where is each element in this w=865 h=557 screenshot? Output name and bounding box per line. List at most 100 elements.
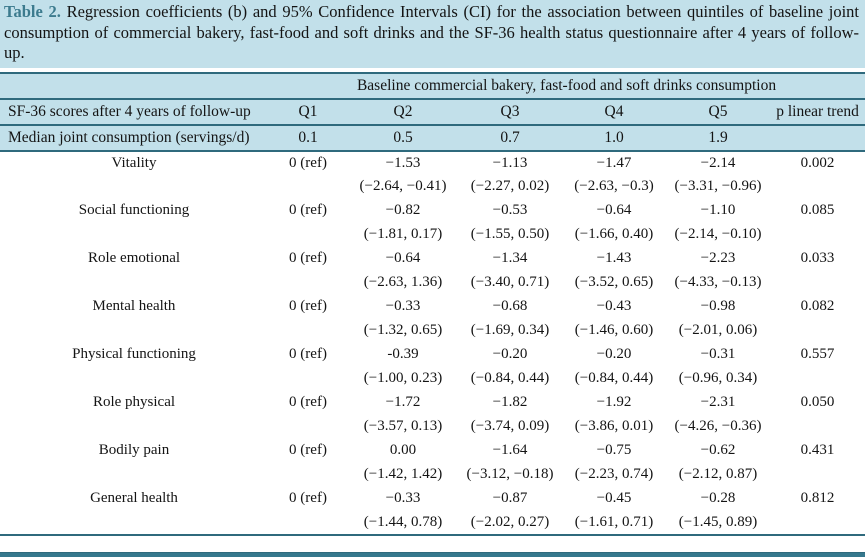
coefficient-cell: −1.72 [348, 390, 458, 415]
p-value-cell: 0.431 [770, 438, 865, 463]
ci-cell: (−2.02, 0.27) [458, 510, 562, 535]
q1-reference-cell: 0 (ref) [268, 246, 348, 271]
coefficient-cell: -0.39 [348, 342, 458, 367]
coefficient-cell: −0.82 [348, 198, 458, 223]
coefficient-cell: 0.00 [348, 438, 458, 463]
ci-cell: (−1.81, 0.17) [348, 222, 458, 247]
confidence-interval-row: (−2.63, 1.36) (−3.40, 0.71) (−3.52, 0.65)(… [0, 270, 865, 295]
ci-cell: (−1.32, 0.65) [348, 318, 458, 343]
coefficient-cell: −2.14 [666, 150, 770, 175]
coefficient-cell: −1.43 [562, 246, 666, 271]
coefficient-cell: −0.64 [562, 198, 666, 223]
confidence-interval-row: (−1.32, 0.65) (−1.69, 0.34) (−1.46, 0.60)(… [0, 318, 865, 343]
ci-cell: (−1.61, 0.71) [562, 510, 666, 535]
coefficient-row: Physical functioning 0 (ref) -0.39 −0.20 −0.… [0, 342, 865, 367]
confidence-interval-row: (−1.44, 0.78) (−2.02, 0.27) (−1.61, 0.71)(… [0, 510, 865, 535]
coefficient-row: Social functioning 0 (ref) −0.82 −0.53 −0.64… [0, 198, 865, 223]
bottom-accent-bar [0, 552, 865, 557]
q1-reference-cell: 0 (ref) [268, 294, 348, 319]
coefficient-row: Role physical 0 (ref) −1.72 −1.82 −1.92 −2.31… [0, 390, 865, 415]
ci-cell: (−3.31, −0.96) [666, 174, 770, 199]
group-header-row: Baseline commercial bakery, fast-food an… [0, 72, 865, 99]
ci-cell: (−1.42, 1.42) [348, 462, 458, 487]
ci-cell: (−3.40, 0.71) [458, 270, 562, 295]
ci-cell: (−3.57, 0.13) [348, 414, 458, 439]
empty-cell [770, 270, 865, 295]
coefficient-cell: −1.13 [458, 150, 562, 175]
coefficient-cell: −0.33 [348, 294, 458, 319]
col-header-p-linear-trend: p linear trend [770, 98, 865, 125]
empty-corner-cell [0, 72, 268, 99]
q1-reference-cell: 0 (ref) [268, 486, 348, 511]
empty-cell [0, 318, 268, 343]
ci-cell: (−1.46, 0.60) [562, 318, 666, 343]
median-q5: 1.9 [666, 124, 770, 151]
coefficient-cell: −0.53 [458, 198, 562, 223]
median-q2: 0.5 [348, 124, 458, 151]
coefficient-cell: −0.45 [562, 486, 666, 511]
scale-label: Mental health [0, 294, 268, 319]
ci-cell: (−1.44, 0.78) [348, 510, 458, 535]
table-caption: Table 2. Regression coefficients (b) and… [0, 0, 865, 68]
confidence-interval-row: (−1.81, 0.17) (−1.55, 0.50) (−1.66, 0.40)(… [0, 222, 865, 247]
confidence-interval-row: (−1.00, 0.23) (−0.84, 0.44) (−0.84, 0.44)(… [0, 366, 865, 391]
empty-cell [268, 366, 348, 391]
coefficient-cell: −1.34 [458, 246, 562, 271]
ci-cell: (−2.23, 0.74) [562, 462, 666, 487]
empty-cell [770, 510, 865, 535]
ci-cell: (−1.66, 0.40) [562, 222, 666, 247]
coefficient-cell: −1.53 [348, 150, 458, 175]
p-value-cell: 0.033 [770, 246, 865, 271]
empty-cell [0, 414, 268, 439]
coefficient-cell: −1.47 [562, 150, 666, 175]
coefficient-cell: −0.33 [348, 486, 458, 511]
ci-cell: (−1.45, 0.89) [666, 510, 770, 535]
empty-cell [268, 510, 348, 535]
group-header: Baseline commercial bakery, fast-food an… [268, 72, 865, 99]
confidence-interval-row: (−2.64, −0.41) (−2.27, 0.02) (−2.63, −0.3)… [0, 174, 865, 199]
ci-cell: (−3.74, 0.09) [458, 414, 562, 439]
col-header-q5: Q5 [666, 98, 770, 125]
median-consumption-row: Median joint consumption (servings/d) 0.… [0, 124, 865, 151]
ci-cell: (−1.69, 0.34) [458, 318, 562, 343]
empty-cell [770, 318, 865, 343]
empty-cell [268, 318, 348, 343]
ci-cell: (−2.64, −0.41) [348, 174, 458, 199]
coefficient-cell: −0.62 [666, 438, 770, 463]
empty-cell [770, 462, 865, 487]
scale-label: Role emotional [0, 246, 268, 271]
table-number-label: Table 2. [4, 2, 61, 21]
regression-table: Baseline commercial bakery, fast-food an… [0, 71, 865, 536]
coefficient-cell: −1.92 [562, 390, 666, 415]
ci-cell: (−3.52, 0.65) [562, 270, 666, 295]
coefficient-cell: −2.23 [666, 246, 770, 271]
empty-cell [770, 222, 865, 247]
p-value-cell: 0.082 [770, 294, 865, 319]
coefficient-cell: −0.98 [666, 294, 770, 319]
ci-cell: (−1.55, 0.50) [458, 222, 562, 247]
coefficient-row: Vitality 0 (ref) −1.53 −1.13 −1.47 −2.14 0.002 [0, 150, 865, 175]
median-p-empty-cell [770, 124, 865, 151]
scale-label: General health [0, 486, 268, 511]
empty-cell [770, 366, 865, 391]
q1-reference-cell: 0 (ref) [268, 390, 348, 415]
p-value-cell: 0.812 [770, 486, 865, 511]
coefficient-cell: −0.64 [348, 246, 458, 271]
coefficient-row: Bodily pain 0 (ref) 0.00 −1.64 −0.75 −0.62 0.4… [0, 438, 865, 463]
empty-cell [268, 462, 348, 487]
empty-cell [268, 222, 348, 247]
scale-label: Role physical [0, 390, 268, 415]
coefficient-cell: −1.10 [666, 198, 770, 223]
ci-cell: (−0.96, 0.34) [666, 366, 770, 391]
ci-cell: (−3.86, 0.01) [562, 414, 666, 439]
empty-cell [0, 462, 268, 487]
median-row-label: Median joint consumption (servings/d) [0, 124, 268, 151]
ci-cell: (−4.33, −0.13) [666, 270, 770, 295]
q1-reference-cell: 0 (ref) [268, 150, 348, 175]
coefficient-row: Role emotional 0 (ref) −0.64 −1.34 −1.43 −2.2… [0, 246, 865, 271]
p-value-cell: 0.557 [770, 342, 865, 367]
ci-cell: (−3.12, −0.18) [458, 462, 562, 487]
caption-text: Regression coefficients (b) and 95% Conf… [4, 2, 859, 62]
scale-label: Vitality [0, 150, 268, 175]
